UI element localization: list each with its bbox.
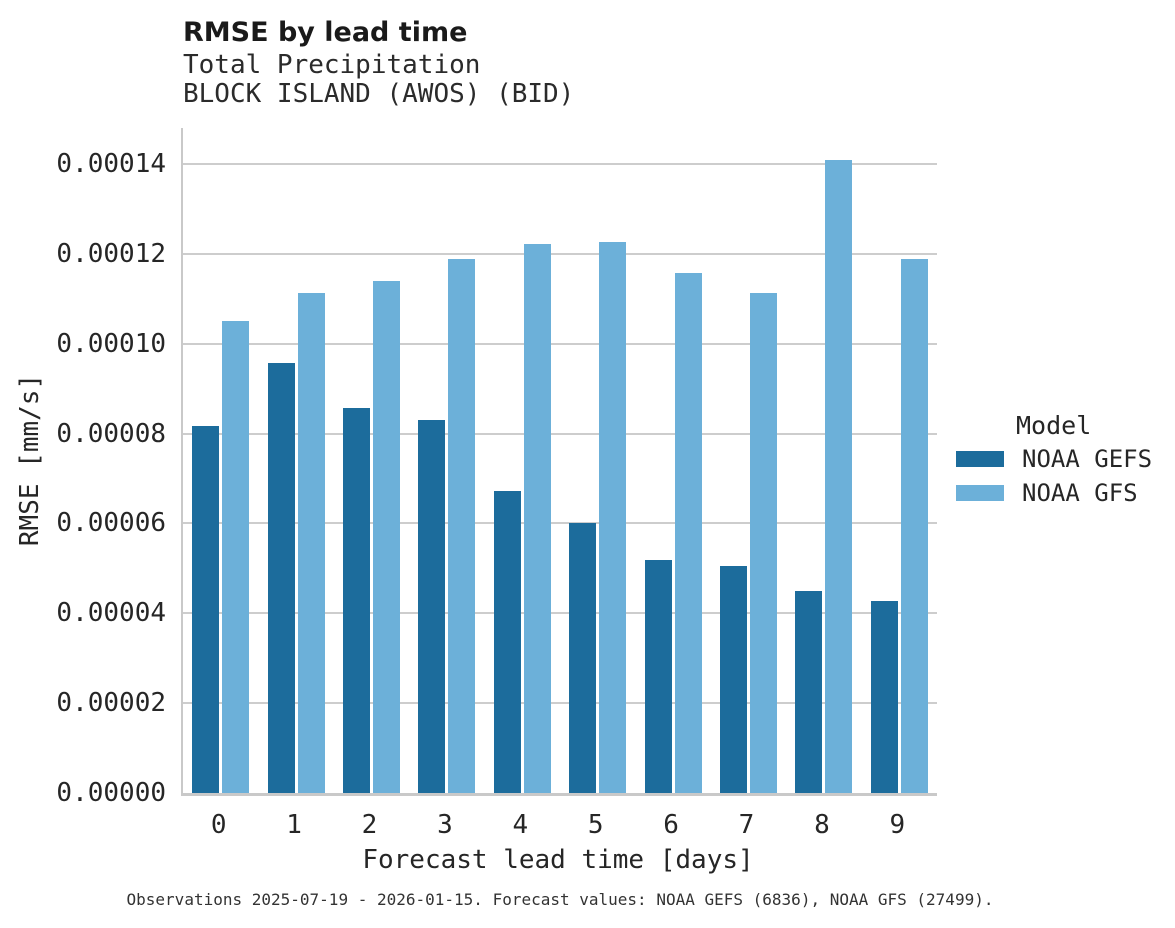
bar-noaa-gfs-lead-5 [599,241,627,793]
bar-noaa-gfs-lead-4 [523,243,551,793]
bar-noaa-gfs-lead-0 [222,321,250,793]
x-tick-label-3: 3 [437,810,453,840]
x-tick-label-1: 1 [286,810,302,840]
gridline-0.00006 [183,522,937,525]
y-tick-label-0.00002: 0.00002 [56,688,166,719]
plot-area [181,128,937,796]
gridline-0.00012 [183,252,937,255]
legend-swatch-icon [956,451,1004,467]
x-tick-label-4: 4 [512,810,529,840]
y-tick-label-0.00000: 0.00000 [56,778,166,808]
bar-noaa-gefs-lead-3 [418,420,446,793]
y-tick-label-0.00014: 0.00014 [56,149,166,179]
x-axis-label: Forecast lead time [days] [362,845,754,875]
bar-noaa-gefs-lead-4 [493,491,521,793]
gridline-0.00010 [183,342,937,345]
gridline-0.00002 [183,702,937,705]
bar-noaa-gefs-lead-9 [870,600,898,793]
bar-noaa-gefs-lead-7 [720,565,747,793]
bar-noaa-gfs-lead-2 [373,280,400,793]
bar-noaa-gefs-lead-5 [569,523,597,793]
gridline-0.00008 [183,432,937,435]
gridline-0.00014 [183,163,937,165]
chart-subtitle-station: BLOCK ISLAND (AWOS) (BID) [183,79,575,109]
bar-noaa-gefs-lead-6 [644,560,672,793]
bar-noaa-gefs-lead-1 [267,363,295,793]
legend: Model NOAA GEFS NOAA GFS [956,410,1171,510]
y-tick-label-0.00006: 0.00006 [56,508,166,539]
y-tick-label-0.00008: 0.00008 [56,418,166,449]
x-tick-label-2: 2 [361,810,378,840]
x-tick-label-7: 7 [738,810,755,840]
legend-entry-noaa-gfs: NOAA GFS [956,476,1171,510]
x-tick-label-9: 9 [889,810,906,840]
gridline-0.00004 [183,612,937,615]
figure-caption: Observations 2025-07-19 - 2026-01-15. Fo… [126,890,994,909]
legend-label: NOAA GFS [1022,479,1138,507]
legend-label: NOAA GEFS [1022,445,1153,473]
x-tick-label-0: 0 [210,810,227,840]
bar-noaa-gfs-lead-3 [448,259,476,793]
chart-title: RMSE by lead time [183,17,468,48]
x-tick-label-6: 6 [663,810,679,840]
x-tick-label-8: 8 [814,810,830,840]
y-tick-label-0.00010: 0.00010 [56,328,166,359]
bar-noaa-gfs-lead-6 [674,273,702,793]
bar-noaa-gfs-lead-7 [750,292,777,793]
legend-swatch-icon [956,485,1004,501]
bar-noaa-gfs-lead-9 [900,258,928,793]
bar-noaa-gefs-lead-2 [343,407,370,793]
x-tick-label-5: 5 [587,810,604,840]
bar-noaa-gefs-lead-8 [795,590,823,793]
y-tick-label-0.00012: 0.00012 [56,238,166,269]
legend-entry-noaa-gefs: NOAA GEFS [956,442,1171,476]
legend-entries: NOAA GEFS NOAA GFS [956,442,1171,510]
y-tick-label-0.00004: 0.00004 [56,598,166,629]
bar-noaa-gfs-lead-1 [297,292,325,793]
bar-noaa-gefs-lead-0 [192,425,220,793]
bar-noaa-gfs-lead-8 [825,159,853,793]
legend-title: Model [1016,411,1092,440]
chart-subtitle-variable: Total Precipitation [183,50,481,80]
